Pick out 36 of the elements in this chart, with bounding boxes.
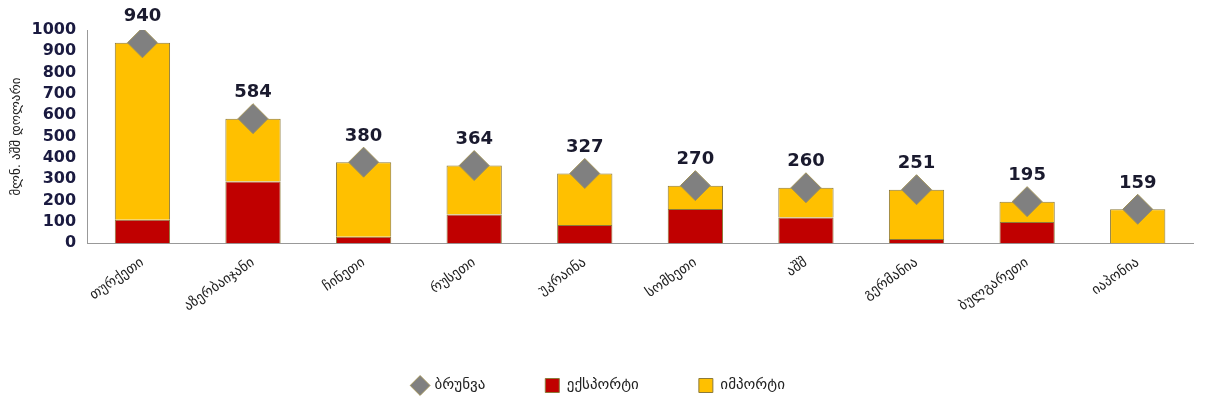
- point: [1122, 193, 1154, 225]
- point: [901, 174, 933, 206]
- y-tick-label: 900: [42, 40, 77, 60]
- y-tick-label: 200: [42, 189, 77, 209]
- y-tick-label: 300: [42, 168, 77, 188]
- y-tick-label: 0: [64, 232, 77, 252]
- point: [1011, 186, 1043, 218]
- point: [679, 170, 711, 202]
- point: [569, 157, 601, 189]
- point: [790, 172, 822, 204]
- y-tick-label: 700: [42, 83, 77, 103]
- y-tick-label: 600: [42, 104, 77, 124]
- point: [126, 30, 158, 59]
- y-tick-label: 500: [42, 125, 77, 145]
- total-label: 251: [897, 151, 936, 173]
- total-label: 260: [787, 149, 825, 171]
- legend-label: იმპორტი: [720, 375, 786, 394]
- x-tick-label: აშშ: [782, 253, 810, 279]
- total-label: 380: [344, 123, 383, 145]
- total-label: 270: [676, 147, 715, 169]
- legend-label: ექსპორტი: [566, 375, 640, 394]
- total-label: 584: [234, 80, 272, 102]
- point: [348, 146, 380, 178]
- y-tick-label: 800: [42, 61, 77, 81]
- total-label: 940: [123, 4, 162, 26]
- total-label: 159: [1118, 170, 1157, 192]
- total-label: 364: [455, 127, 493, 149]
- y-axis-title: მლნ. აშშ დოლარი: [8, 77, 24, 196]
- y-tick-label: 100: [42, 211, 77, 231]
- legend-label: ბრუნვა: [434, 375, 486, 394]
- total-label: 327: [565, 135, 604, 157]
- y-tick-label: 400: [42, 147, 77, 167]
- point: [458, 150, 490, 182]
- total-label: 195: [1008, 163, 1046, 185]
- y-tick-label: 1000: [31, 19, 77, 39]
- point: [237, 103, 269, 135]
